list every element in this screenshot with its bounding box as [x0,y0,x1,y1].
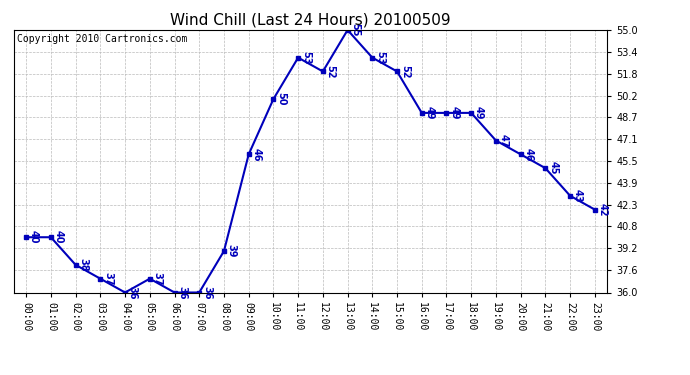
Text: 49: 49 [474,106,484,120]
Text: 52: 52 [326,65,335,78]
Text: 37: 37 [152,272,163,285]
Text: 50: 50 [276,92,286,106]
Text: 40: 40 [29,231,39,244]
Text: 49: 49 [424,106,435,120]
Text: 43: 43 [573,189,583,202]
Text: 49: 49 [449,106,460,120]
Text: 37: 37 [103,272,113,285]
Text: 36: 36 [128,286,138,299]
Text: 42: 42 [598,203,608,216]
Text: 53: 53 [301,51,311,64]
Text: 47: 47 [499,134,509,147]
Text: 52: 52 [400,65,410,78]
Text: 55: 55 [351,23,360,37]
Title: Wind Chill (Last 24 Hours) 20100509: Wind Chill (Last 24 Hours) 20100509 [170,12,451,27]
Text: 46: 46 [524,148,533,161]
Text: 46: 46 [251,148,262,161]
Text: 39: 39 [227,244,237,258]
Text: 45: 45 [548,161,558,175]
Text: 38: 38 [79,258,88,272]
Text: Copyright 2010 Cartronics.com: Copyright 2010 Cartronics.com [17,34,187,44]
Text: 53: 53 [375,51,385,64]
Text: 36: 36 [202,286,212,299]
Text: 40: 40 [54,231,63,244]
Text: 36: 36 [177,286,187,299]
